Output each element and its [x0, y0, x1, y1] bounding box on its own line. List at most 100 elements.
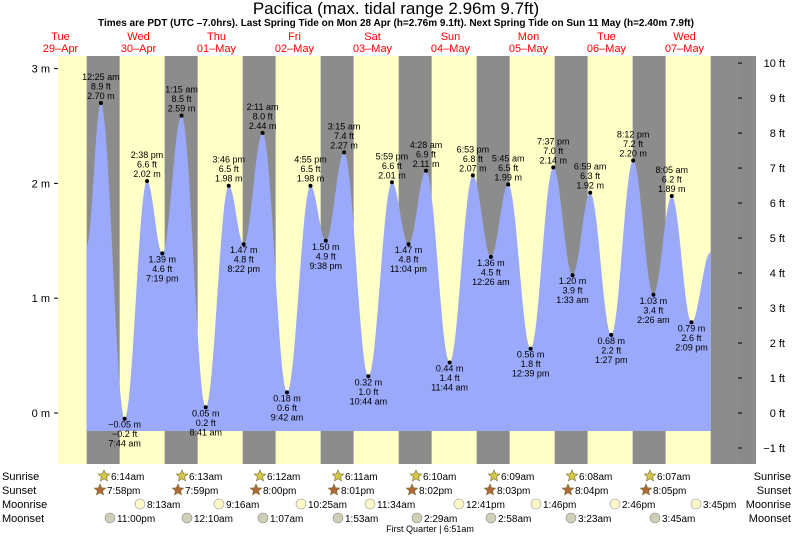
tide-label: 6.5 ft — [498, 163, 519, 173]
tide-point — [122, 416, 127, 421]
moonset-icon — [332, 512, 344, 524]
right-tick-label: 9 ft — [770, 93, 785, 105]
tide-label: 3:15 am — [328, 121, 361, 131]
day-date: 29–Apr — [43, 43, 79, 55]
tide-label: 2.02 m — [133, 169, 161, 179]
tide-point — [366, 374, 371, 379]
right-tick-label: 8 ft — [770, 128, 785, 140]
sunset-time: 8:04pm — [575, 486, 608, 497]
tide-label: 1.39 m — [149, 254, 177, 264]
tide-label: 2:11 am — [247, 102, 279, 112]
right-tick-label: 4 ft — [770, 268, 785, 280]
row-label-left: Moonrise — [2, 499, 47, 511]
moonset-time: 2:58am — [498, 514, 531, 525]
moonrise-time: 2:46pm — [622, 500, 655, 511]
tide-label: 6.8 ft — [463, 154, 484, 164]
tide-label: 0.18 m — [273, 393, 301, 403]
tide-label: 2:38 pm — [131, 150, 164, 160]
tide-label: 5:59 pm — [376, 151, 409, 161]
tide-point — [689, 320, 694, 325]
tide-label: −0.2 ft — [112, 429, 138, 439]
tide-label: 2:09 pm — [675, 342, 708, 352]
tide-label: 8.9 ft — [91, 82, 112, 92]
right-tick-label: 7 ft — [770, 163, 785, 175]
moonrise-time: 9:16am — [226, 500, 259, 511]
sunset-icon — [93, 483, 107, 496]
tide-label: 8:05 am — [655, 165, 688, 175]
day-name: Sun — [441, 31, 461, 43]
tide-label: 2.14 m — [540, 155, 568, 165]
right-tick-label: 2 ft — [770, 338, 785, 350]
tide-label: 6:59 am — [574, 162, 607, 172]
right-tick-label: 10 ft — [764, 58, 785, 70]
tide-label: 4.5 ft — [481, 267, 502, 277]
sunrise-time: 6:14am — [111, 472, 144, 483]
tide-label: 4.6 ft — [152, 264, 173, 274]
day-name: Thu — [207, 31, 226, 43]
moonset-time: 3:45am — [662, 514, 695, 525]
moonset-icon — [411, 512, 423, 524]
tide-point — [342, 150, 347, 155]
tide-label: 8.5 ft — [172, 94, 193, 104]
moonrise-icon — [530, 498, 542, 510]
tide-label: 0.32 m — [355, 377, 383, 387]
right-tick-label: 1 ft — [770, 373, 785, 385]
day-headers: Tue29–AprWed30–AprThu01–MayFri02–MaySat0… — [43, 31, 705, 55]
tide-label: 2:26 am — [637, 315, 670, 325]
tide-point — [447, 360, 452, 365]
tide-label: 5:45 am — [492, 154, 525, 164]
day-date: 06–May — [587, 43, 627, 55]
tide-label: 1.4 ft — [440, 373, 461, 383]
tide-label: 4.9 ft — [316, 251, 337, 261]
sunset-time: 8:03pm — [497, 486, 530, 497]
day-name: Mon — [518, 31, 539, 43]
sunrise-icon — [409, 469, 423, 482]
left-tick-label: 1 m — [32, 293, 50, 305]
tide-point — [609, 332, 614, 337]
tide-point — [389, 180, 394, 185]
sunrise-icon — [487, 469, 501, 482]
moonrise-time: 12:41pm — [466, 500, 505, 511]
right-tick-label: 3 ft — [770, 303, 785, 315]
tide-label: 1.03 m — [640, 296, 668, 306]
tide-point — [528, 346, 533, 351]
tide-label: 6.9 ft — [416, 149, 437, 159]
moonset-time: 2:29am — [424, 514, 457, 525]
tide-label: 6.5 ft — [300, 164, 321, 174]
sunset-icon — [171, 483, 185, 496]
sunrise-time: 6:13am — [189, 472, 222, 483]
right-tick-label: −1 ft — [763, 443, 785, 455]
tide-point — [488, 254, 493, 259]
tide-label: 2.01 m — [378, 170, 406, 180]
day-name: Sat — [364, 31, 381, 43]
tide-point — [308, 183, 313, 188]
moonset-time: 1:07am — [270, 514, 303, 525]
moonset-icon — [257, 512, 269, 524]
sunset-icon — [249, 483, 263, 496]
tide-label: 0.79 m — [678, 323, 706, 333]
tide-label: 4:28 am — [410, 140, 443, 150]
right-axis-panel — [738, 56, 756, 464]
tide-label: 7:37 pm — [537, 136, 570, 146]
tide-label: 10:44 am — [350, 396, 388, 406]
tide-label: 8:12 pm — [617, 129, 650, 139]
chart-title: Pacifica (max. tidal range 2.96m 9.7ft) — [253, 0, 539, 18]
moonset-icon — [104, 512, 116, 524]
tide-point — [145, 179, 150, 184]
chart-subtitle: Times are PDT (UTC –7.0hrs). Last Spring… — [98, 18, 694, 29]
tide-label: 6.5 ft — [219, 164, 240, 174]
moonrise-icon — [134, 498, 146, 510]
tide-curve — [86, 103, 711, 431]
tide-label: 11:44 am — [431, 382, 468, 392]
tide-label: 1.50 m — [312, 242, 340, 252]
tide-label: 4:55 pm — [294, 155, 327, 165]
moonrise-time: 8:13am — [147, 500, 180, 511]
sunrise-icon — [565, 469, 579, 482]
tide-label: 2.07 m — [459, 163, 487, 173]
tide-label: 2.59 m — [168, 104, 196, 114]
tide-label: 1.98 m — [215, 174, 243, 184]
tide-label: 11:04 pm — [390, 264, 427, 274]
day-date: 01–May — [197, 43, 237, 55]
moonset-time: 3:23am — [578, 514, 611, 525]
